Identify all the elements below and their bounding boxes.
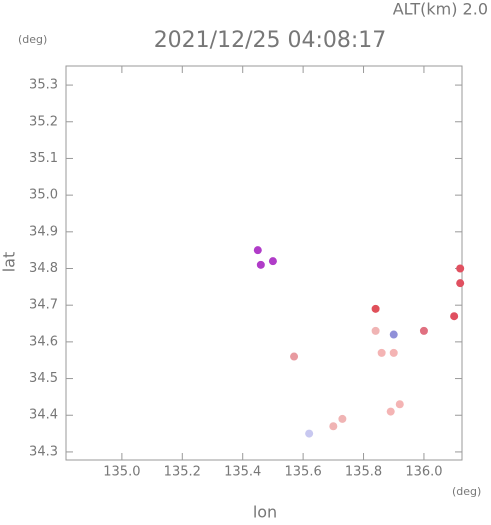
echo-point: [256, 260, 265, 269]
plot-frame: [65, 65, 463, 461]
echo-point: [419, 326, 428, 335]
y-tick-label: 35.3: [29, 78, 58, 93]
y-tick-label: 35.1: [29, 151, 58, 166]
x-tick-label: 135.2: [164, 465, 201, 480]
y-tick-label: 34.4: [29, 408, 58, 423]
chart-title: 2021/12/25 04:08:17: [154, 28, 387, 53]
echo-point: [450, 312, 459, 321]
echo-point: [290, 352, 299, 361]
x-tick-label: 135.8: [345, 465, 382, 480]
y-unit: (deg): [18, 33, 47, 46]
y-tick-label: 34.3: [29, 444, 58, 459]
y-tick-label: 34.7: [29, 298, 58, 313]
y-tick-label: 34.5: [29, 371, 58, 386]
echo-point: [338, 414, 347, 423]
echo-point: [253, 246, 262, 255]
echo-point: [389, 330, 398, 339]
y-axis-label: lat: [0, 252, 19, 273]
x-tick-label: 135.6: [285, 465, 322, 480]
echo-point: [386, 407, 395, 416]
echo-point: [456, 264, 465, 273]
echo-point: [371, 326, 380, 335]
y-tick-label: 34.9: [29, 224, 58, 239]
y-tick-label: 34.8: [29, 261, 58, 276]
y-tick-label: 34.6: [29, 334, 58, 349]
y-tick-label: 35.2: [29, 114, 58, 129]
echo-point: [377, 348, 386, 357]
x-tick-label: 135.0: [103, 465, 140, 480]
echo-point: [329, 422, 338, 431]
x-tick-label: 136.0: [405, 465, 442, 480]
echo-point: [389, 348, 398, 357]
y-tick-label: 35.0: [29, 188, 58, 203]
echo-point: [305, 429, 314, 438]
subtitle: ALT(km) 2.0: [393, 0, 488, 19]
echo-point: [395, 400, 404, 409]
echo-point: [268, 257, 277, 266]
echo-point: [456, 279, 465, 288]
x-axis-label: lon: [253, 503, 277, 522]
echo-point: [371, 304, 380, 313]
x-tick-label: 135.4: [224, 465, 261, 480]
x-unit: (deg): [452, 485, 481, 498]
